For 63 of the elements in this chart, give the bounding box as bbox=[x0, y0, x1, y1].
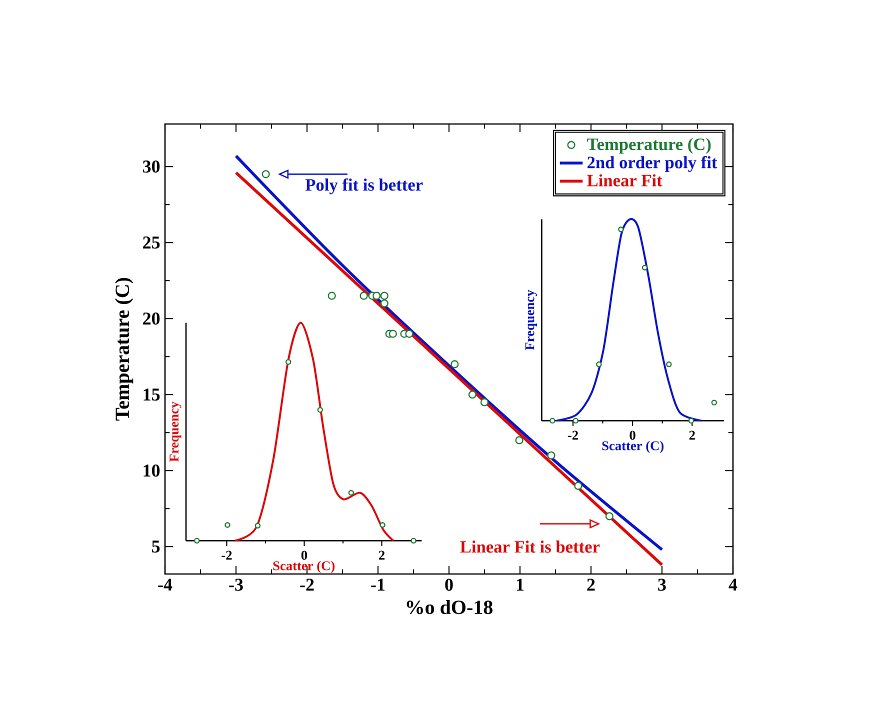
y-tick-label: 5 bbox=[152, 540, 160, 553]
x-tick-label: -1 bbox=[371, 578, 385, 591]
point bbox=[380, 299, 388, 308]
x-tick-label: -2 bbox=[568, 430, 578, 440]
point bbox=[605, 512, 614, 520]
point bbox=[348, 490, 354, 496]
point bbox=[666, 361, 672, 368]
point bbox=[618, 226, 624, 232]
annotation: Linear Fit is better bbox=[460, 540, 600, 553]
point bbox=[688, 418, 694, 424]
point bbox=[642, 264, 648, 270]
point bbox=[360, 292, 368, 300]
x-tick-label: 0 bbox=[301, 550, 308, 560]
x-tick-label: -2 bbox=[222, 550, 232, 560]
point bbox=[550, 418, 556, 424]
x-tick-label: -4 bbox=[158, 578, 172, 591]
point bbox=[224, 522, 230, 528]
point bbox=[380, 522, 386, 528]
point bbox=[468, 390, 476, 399]
point bbox=[480, 398, 489, 406]
legend-label: Temperature (C) bbox=[587, 138, 711, 154]
y-tick-label: 20 bbox=[143, 312, 160, 325]
point bbox=[572, 418, 579, 424]
point bbox=[547, 451, 556, 460]
x-axis-title: Scatter (C) bbox=[602, 440, 664, 453]
point bbox=[254, 522, 261, 529]
point bbox=[317, 407, 324, 413]
y-axis-title: Frequency bbox=[170, 402, 182, 462]
point bbox=[285, 359, 292, 365]
x-tick-label: 0 bbox=[445, 578, 453, 591]
x-tick-label: 4 bbox=[728, 578, 738, 591]
y-tick-label: 25 bbox=[143, 236, 160, 249]
x-axis-title: %o dO-18 bbox=[406, 600, 492, 614]
point bbox=[380, 292, 388, 300]
x-tick-label: 3 bbox=[658, 578, 666, 591]
x-tick-label: 2 bbox=[379, 550, 385, 560]
point bbox=[405, 330, 414, 338]
y-tick-label: 15 bbox=[144, 388, 160, 401]
point bbox=[388, 330, 397, 338]
point bbox=[194, 538, 200, 544]
x-tick-label: 2 bbox=[587, 578, 595, 591]
point bbox=[515, 436, 524, 444]
point bbox=[596, 361, 602, 368]
y-tick-label: 10 bbox=[144, 464, 160, 477]
x-axis-title: Scatter (C) bbox=[273, 560, 335, 573]
annotation: Poly fit is better bbox=[305, 178, 423, 194]
point bbox=[410, 538, 416, 544]
point bbox=[328, 292, 336, 300]
legend-label: 2nd order poly fit bbox=[588, 156, 718, 172]
point bbox=[574, 482, 582, 490]
y-tick-label: 30 bbox=[142, 160, 160, 173]
legend-label: Linear Fit bbox=[587, 174, 662, 186]
point bbox=[711, 400, 718, 406]
point bbox=[262, 170, 270, 178]
y-axis-title: Frequency bbox=[525, 290, 538, 350]
x-tick-label: -3 bbox=[229, 578, 243, 591]
x-tick-label: -2 bbox=[300, 578, 314, 591]
x-tick-label: 1 bbox=[516, 578, 524, 591]
point bbox=[450, 360, 459, 368]
x-tick-label: 0 bbox=[630, 430, 636, 440]
x-tick-label: 2 bbox=[689, 430, 695, 440]
point bbox=[372, 292, 381, 300]
y-axis-title: Temperature (C) bbox=[115, 278, 134, 421]
